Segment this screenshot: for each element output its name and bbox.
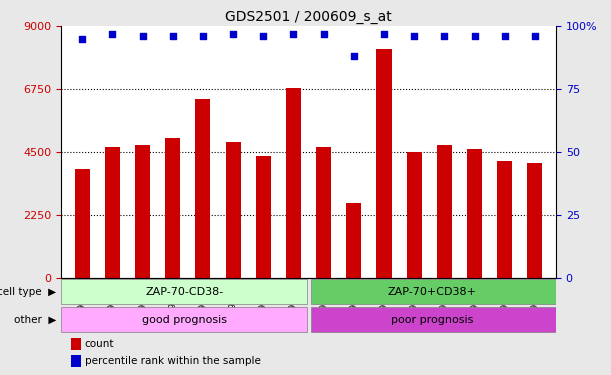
Point [530,33,540,39]
Text: percentile rank within the sample: percentile rank within the sample [85,356,261,366]
Bar [407,152,422,278]
Bar [316,147,331,278]
Point [288,31,298,37]
Point [108,31,117,37]
Point [470,33,480,39]
Point [258,33,268,39]
Text: good prognosis: good prognosis [142,315,227,325]
Point [137,33,147,39]
Bar [225,142,241,278]
Point [439,33,449,39]
Bar [61,307,307,332]
Bar [135,145,150,278]
Bar [105,147,120,278]
Bar [61,279,307,304]
Point [229,31,238,37]
Point [198,33,208,39]
Point [349,54,359,60]
Text: other  ▶: other ▶ [14,315,56,325]
Point [319,31,329,37]
Title: GDS2501 / 200609_s_at: GDS2501 / 200609_s_at [225,10,392,24]
Bar [196,99,210,278]
Bar [165,138,180,278]
Bar [376,49,392,278]
Bar [467,149,482,278]
Text: poor prognosis: poor prognosis [391,315,474,325]
Point [500,33,510,39]
Text: cell type  ▶: cell type ▶ [0,287,56,297]
Bar [527,164,543,278]
Point [168,33,178,39]
Point [409,33,419,39]
Bar [310,279,556,304]
Text: count: count [85,339,114,350]
Text: ZAP-70-CD38-: ZAP-70-CD38- [145,287,224,297]
Bar [310,307,556,332]
Text: ZAP-70+CD38+: ZAP-70+CD38+ [388,287,477,297]
Bar [437,145,452,278]
Point [379,31,389,37]
Bar [497,160,512,278]
Bar [71,338,81,351]
Bar [71,356,81,368]
Bar [346,202,361,278]
Bar [286,88,301,278]
Bar [256,156,271,278]
Bar [75,169,90,278]
Point [78,36,87,42]
